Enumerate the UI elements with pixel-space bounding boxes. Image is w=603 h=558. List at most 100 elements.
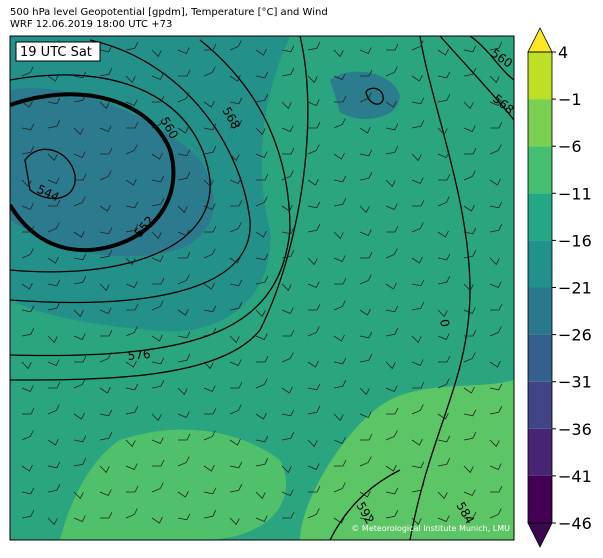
barb — [463, 352, 476, 363]
barb — [359, 172, 373, 181]
barb — [255, 309, 266, 318]
barb — [489, 201, 503, 209]
barb — [307, 224, 321, 233]
barb — [21, 203, 34, 211]
barb — [489, 439, 500, 448]
barb — [126, 485, 139, 493]
barb — [151, 73, 164, 81]
barb — [385, 203, 398, 211]
barb — [334, 459, 347, 467]
colorbar-segment — [528, 334, 552, 382]
contours — [10, 36, 514, 540]
barb — [22, 407, 35, 415]
barb — [385, 464, 397, 472]
barb — [411, 484, 425, 493]
barb — [359, 456, 372, 467]
cold-core-ne — [330, 71, 400, 119]
barb — [281, 170, 294, 181]
barb — [125, 178, 137, 186]
barb — [229, 517, 240, 526]
barb — [463, 432, 477, 441]
barb — [47, 97, 61, 105]
barb — [307, 406, 321, 415]
barb — [437, 515, 450, 523]
barb — [229, 120, 243, 129]
barb — [177, 172, 191, 181]
barb — [48, 199, 61, 207]
barb — [281, 45, 295, 53]
barb — [73, 196, 86, 207]
barb — [411, 335, 422, 344]
barb — [255, 276, 269, 285]
barb — [229, 404, 242, 415]
cold-core — [10, 88, 214, 257]
barb — [333, 152, 345, 160]
barb — [385, 305, 399, 313]
barb — [99, 283, 110, 292]
barb — [281, 386, 293, 394]
barb — [333, 118, 346, 129]
barb — [411, 517, 422, 526]
colorbar: −46 −41 −36 −31 −26 −21 −16 −11 −6 −1 4 — [527, 27, 592, 548]
barb — [437, 94, 451, 103]
barb — [21, 123, 35, 131]
warm-region-sw — [60, 429, 287, 540]
barb — [386, 225, 399, 233]
barb — [73, 309, 84, 318]
barb — [229, 222, 242, 233]
colorbar-tick-label: −36 — [558, 420, 592, 439]
barb — [230, 381, 243, 389]
barb — [73, 333, 86, 341]
barb — [203, 282, 215, 290]
barb — [100, 329, 113, 337]
barb — [307, 463, 320, 471]
colorbar-segment — [528, 287, 552, 335]
barb — [307, 383, 321, 391]
barb — [359, 331, 373, 339]
barb — [359, 126, 371, 134]
title-line1: 500 hPa level Geopotential [gpdm], Tempe… — [10, 7, 328, 18]
barb — [47, 74, 59, 82]
barb — [334, 277, 347, 285]
barb — [73, 253, 87, 261]
barb — [307, 257, 318, 266]
barb — [255, 196, 268, 207]
barb — [151, 380, 165, 389]
barb — [464, 147, 477, 155]
barb — [411, 302, 425, 311]
barb — [177, 92, 190, 103]
barb — [21, 282, 33, 290]
barb — [308, 121, 321, 129]
barb — [308, 485, 321, 493]
barb — [489, 257, 500, 266]
barb — [385, 146, 399, 155]
barb — [359, 229, 372, 237]
barb — [47, 461, 61, 469]
barb — [73, 276, 87, 285]
barb — [308, 303, 321, 311]
barb — [125, 201, 139, 209]
barb — [385, 100, 397, 108]
barb — [463, 283, 474, 292]
barb — [229, 438, 241, 446]
barb — [73, 378, 86, 389]
barb — [333, 516, 345, 524]
barb — [385, 123, 399, 131]
barb — [489, 360, 501, 368]
barb — [99, 432, 113, 441]
barb — [333, 255, 346, 263]
barb — [463, 125, 476, 133]
time-box — [15, 41, 101, 62]
barb — [489, 463, 502, 471]
barb — [411, 461, 425, 469]
barb — [255, 151, 268, 159]
barb — [359, 411, 372, 419]
barb — [230, 199, 243, 207]
barb — [359, 149, 373, 157]
time-label: 19 UTC Sat — [20, 45, 92, 60]
barb — [151, 175, 165, 183]
barb — [281, 465, 292, 474]
barb — [437, 491, 448, 500]
barb — [151, 413, 162, 422]
barb — [489, 281, 502, 289]
